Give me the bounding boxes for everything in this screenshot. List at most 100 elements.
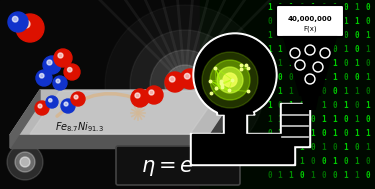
- Text: 1: 1: [289, 18, 293, 26]
- Circle shape: [12, 16, 18, 22]
- Text: 1: 1: [344, 171, 348, 180]
- Text: 0: 0: [278, 74, 282, 83]
- Text: 1: 1: [310, 4, 315, 12]
- Polygon shape: [282, 104, 308, 145]
- Text: 0: 0: [300, 18, 304, 26]
- Text: 1: 1: [355, 4, 359, 12]
- Text: 1: 1: [366, 101, 370, 111]
- Polygon shape: [302, 95, 318, 109]
- Polygon shape: [10, 90, 40, 148]
- Text: 1: 1: [310, 171, 315, 180]
- Text: 0: 0: [333, 101, 338, 111]
- Text: 1: 1: [322, 115, 326, 125]
- Text: 0: 0: [289, 74, 293, 83]
- Text: 0: 0: [289, 32, 293, 40]
- Circle shape: [47, 60, 52, 65]
- Circle shape: [305, 74, 315, 84]
- Text: 0: 0: [310, 74, 315, 83]
- Circle shape: [35, 101, 49, 115]
- Text: 0: 0: [322, 60, 326, 68]
- Bar: [223, 113, 247, 135]
- Circle shape: [195, 35, 275, 115]
- Circle shape: [56, 79, 60, 83]
- Text: 0: 0: [310, 115, 315, 125]
- Circle shape: [38, 104, 42, 108]
- Text: 1: 1: [278, 129, 282, 139]
- Text: 0: 0: [310, 32, 315, 40]
- Circle shape: [53, 76, 67, 90]
- Bar: [225, 113, 245, 135]
- Circle shape: [49, 99, 52, 102]
- Text: 1: 1: [366, 32, 370, 40]
- Circle shape: [149, 90, 154, 95]
- Text: 0: 0: [300, 101, 304, 111]
- Polygon shape: [190, 133, 295, 165]
- Text: 1: 1: [268, 32, 272, 40]
- Circle shape: [297, 61, 303, 68]
- Text: 1: 1: [355, 60, 359, 68]
- Circle shape: [320, 48, 330, 58]
- Text: 0: 0: [300, 4, 304, 12]
- Text: 1: 1: [322, 101, 326, 111]
- Text: 1: 1: [268, 115, 272, 125]
- Text: 1: 1: [333, 60, 338, 68]
- Text: 1: 1: [355, 115, 359, 125]
- Text: 1: 1: [278, 18, 282, 26]
- Text: 1: 1: [333, 115, 338, 125]
- Text: 0: 0: [333, 171, 338, 180]
- Circle shape: [20, 157, 30, 167]
- Text: 0: 0: [322, 88, 326, 97]
- Circle shape: [131, 89, 149, 107]
- Text: 1: 1: [322, 74, 326, 83]
- Text: 1: 1: [300, 32, 304, 40]
- Text: 1: 1: [289, 4, 293, 12]
- Polygon shape: [215, 103, 255, 115]
- Text: 1: 1: [268, 101, 272, 111]
- Circle shape: [7, 144, 43, 180]
- Text: 0: 0: [289, 46, 293, 54]
- Text: 0: 0: [366, 115, 370, 125]
- Text: 1: 1: [268, 157, 272, 167]
- Text: 1: 1: [355, 88, 359, 97]
- Text: 0: 0: [355, 46, 359, 54]
- Circle shape: [313, 62, 323, 72]
- Text: 1: 1: [278, 115, 282, 125]
- Polygon shape: [280, 103, 310, 147]
- Text: 1: 1: [310, 129, 315, 139]
- Text: 0: 0: [322, 171, 326, 180]
- Text: 1: 1: [289, 101, 293, 111]
- Polygon shape: [210, 90, 240, 148]
- Text: 0: 0: [268, 18, 272, 26]
- Text: 1: 1: [322, 32, 326, 40]
- Text: 1: 1: [333, 74, 338, 83]
- Text: 0: 0: [366, 18, 370, 26]
- Text: 1: 1: [366, 129, 370, 139]
- Text: 1: 1: [333, 129, 338, 139]
- Text: 0: 0: [278, 157, 282, 167]
- Text: 1: 1: [289, 171, 293, 180]
- Circle shape: [295, 60, 305, 70]
- Text: 0: 0: [355, 74, 359, 83]
- Text: 1: 1: [268, 4, 272, 12]
- Circle shape: [43, 56, 61, 74]
- Text: 0: 0: [366, 88, 370, 97]
- Text: 0: 0: [322, 157, 326, 167]
- Circle shape: [74, 95, 78, 99]
- Text: 0: 0: [344, 4, 348, 12]
- Circle shape: [15, 152, 35, 172]
- Text: 40,000,000: 40,000,000: [288, 16, 332, 22]
- Text: 1: 1: [355, 18, 359, 26]
- Text: 1: 1: [355, 171, 359, 180]
- Circle shape: [175, 75, 195, 95]
- Text: 0: 0: [366, 171, 370, 180]
- Circle shape: [306, 75, 314, 83]
- Text: 0: 0: [322, 129, 326, 139]
- Text: 0: 0: [333, 46, 338, 54]
- Circle shape: [64, 64, 80, 80]
- Circle shape: [150, 50, 220, 120]
- Circle shape: [290, 48, 300, 58]
- Text: 0: 0: [366, 4, 370, 12]
- Circle shape: [58, 53, 63, 58]
- Circle shape: [64, 102, 68, 106]
- Text: 0: 0: [289, 157, 293, 167]
